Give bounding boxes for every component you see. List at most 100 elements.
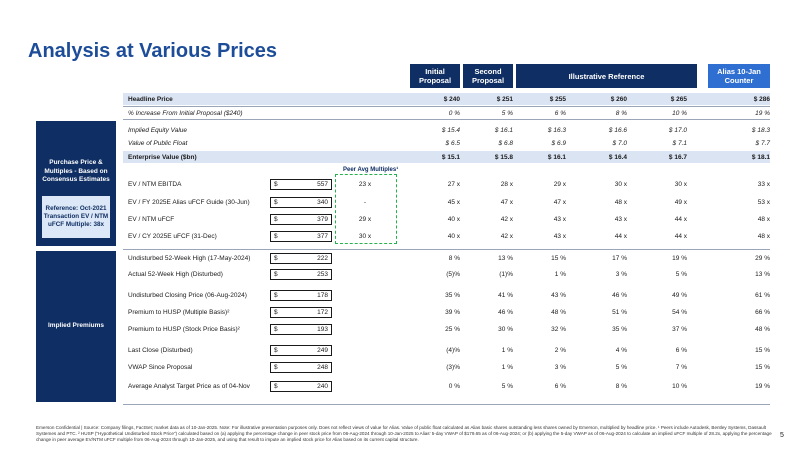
table-cell: $ 18.1 (751, 154, 770, 161)
peer-multiple: - (363, 199, 367, 206)
row-label: Actual 52-Week High (Disturbed) (128, 271, 223, 278)
currency-symbol: $ (274, 326, 278, 333)
table-cell: 2 % (554, 347, 566, 354)
table-cell: 1 % (554, 271, 566, 278)
table-cell: (3)% (446, 364, 460, 371)
divider (123, 119, 770, 120)
table-cell: 15 % (551, 255, 566, 262)
row-label: Value of Public Float (128, 140, 188, 147)
row-label: VWAP Since Proposal (128, 364, 193, 371)
table-cell: 5 % (615, 364, 627, 371)
table-cell: 54 % (672, 309, 687, 316)
table-cell: 28 x (500, 181, 513, 188)
currency-symbol: $ (274, 271, 278, 278)
table-cell: $ 16.6 (608, 127, 627, 134)
table-cell: 43 x (553, 233, 566, 240)
base-value-box: $178 (270, 290, 332, 301)
table-cell: 44 x (674, 216, 687, 223)
row-label: Premium to HUSP (Stock Price Basis)² (128, 326, 240, 333)
base-value: 249 (317, 347, 328, 354)
currency-symbol: $ (274, 347, 278, 354)
table-cell: 66 % (755, 309, 770, 316)
table-cell: 17 % (612, 255, 627, 262)
peer-avg-label: Peer Avg Multiples¹ (343, 167, 399, 173)
base-value: 253 (317, 271, 328, 278)
divider (123, 404, 770, 405)
table-cell: 45 x (447, 199, 460, 206)
ev-band (123, 151, 770, 163)
base-value: 222 (317, 255, 328, 262)
base-value-box: $248 (270, 362, 332, 373)
row-label: EV / NTM EBITDA (128, 181, 182, 188)
table-cell: 48 x (614, 199, 627, 206)
table-cell: 37 % (672, 326, 687, 333)
currency-symbol: $ (274, 255, 278, 262)
table-cell: (5)% (446, 271, 460, 278)
table-cell: 49 % (672, 292, 687, 299)
header-second-proposal: Second Proposal (463, 64, 513, 88)
table-cell: $ 255 (549, 96, 566, 103)
peer-multiple: 29 x (358, 216, 372, 223)
table-cell: 48 x (757, 216, 770, 223)
table-cell: 5 % (501, 110, 513, 117)
table-cell: 6 % (554, 383, 566, 390)
currency-symbol: $ (274, 309, 278, 316)
base-value-box: $340 (270, 197, 332, 208)
table-cell: $ 17.0 (668, 127, 687, 134)
table-cell: $ 16.4 (608, 154, 627, 161)
table-cell: 40 x (447, 216, 460, 223)
base-value: 377 (317, 233, 328, 240)
header-initial-proposal: Initial Proposal (410, 64, 460, 88)
peer-multiple: 23 x (358, 181, 372, 188)
table-cell: 53 x (757, 199, 770, 206)
row-label: Last Close (Disturbed) (128, 347, 193, 354)
table-cell: 13 % (755, 271, 770, 278)
table-cell: 0 % (448, 110, 460, 117)
footnote: Emerson Confidential | Source: Company f… (36, 425, 772, 442)
table-cell: 46 % (612, 292, 627, 299)
table-cell: 30 x (614, 181, 627, 188)
table-cell: $ 240 (443, 96, 460, 103)
table-cell: $ 260 (610, 96, 627, 103)
table-cell: 30 x (674, 181, 687, 188)
table-cell: $ 16.1 (494, 127, 513, 134)
currency-symbol: $ (274, 292, 278, 299)
table-cell: $ 16.7 (668, 154, 687, 161)
base-value: 240 (317, 383, 328, 390)
table-cell: 3 % (615, 271, 627, 278)
table-cell: 42 x (500, 216, 513, 223)
base-value: 340 (317, 199, 328, 206)
row-label: EV / FY 2025E Alias uFCF Guide (30-Jun) (128, 199, 250, 206)
base-value-box: $253 (270, 269, 332, 280)
table-cell: (4)% (446, 347, 460, 354)
base-value: 193 (317, 326, 328, 333)
base-value: 379 (317, 216, 328, 223)
base-value-box: $377 (270, 231, 332, 242)
table-cell: 39 % (445, 309, 460, 316)
table-cell: 49 x (674, 199, 687, 206)
table-cell: (1)% (499, 271, 513, 278)
table-cell: 43 x (614, 216, 627, 223)
base-value: 248 (317, 364, 328, 371)
header-alias-counter: Alias 10-Jan Counter (708, 64, 770, 88)
row-label: Premium to HUSP (Multiple Basis)² (128, 309, 230, 316)
row-label: EV / NTM uFCF (128, 216, 175, 223)
table-cell: $ 265 (670, 96, 687, 103)
table-cell: 35 % (612, 326, 627, 333)
table-cell: 40 x (447, 233, 460, 240)
base-value-box: $557 (270, 179, 332, 190)
table-cell: 41 % (498, 292, 513, 299)
row-label: EV / CY 2025E uFCF (31-Dec) (128, 233, 217, 240)
table-cell: 43 x (553, 216, 566, 223)
sidebar-purchase-label: Purchase Price & Multiples - Based on Co… (42, 159, 110, 183)
table-cell: 51 % (612, 309, 627, 316)
table-cell: 25 % (445, 326, 460, 333)
table-cell: 5 % (501, 383, 513, 390)
currency-symbol: $ (274, 216, 278, 223)
table-cell: 48 % (551, 309, 566, 316)
table-cell: 47 x (553, 199, 566, 206)
table-cell: 19 % (672, 255, 687, 262)
currency-symbol: $ (274, 233, 278, 240)
table-cell: $ 18.3 (751, 127, 770, 134)
table-cell: 47 x (500, 199, 513, 206)
